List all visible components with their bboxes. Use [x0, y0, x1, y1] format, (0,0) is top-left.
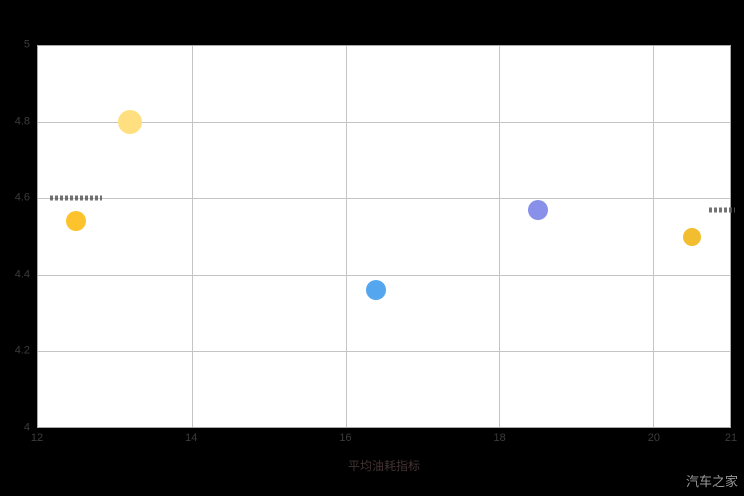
gridline-horizontal [38, 350, 730, 352]
plot-area [37, 45, 736, 428]
y-tick-label: 4.6 [14, 191, 30, 204]
gridline-vertical [499, 46, 501, 427]
x-tick-label: 12 [30, 432, 44, 444]
x-tick-label: 18 [493, 432, 506, 444]
y-tick-label: 5 [23, 38, 30, 51]
x-axis-title: 平均油耗指标 [347, 459, 420, 473]
y-tick-label: 4.8 [14, 115, 30, 128]
x-tick-label: 21 [724, 432, 738, 444]
x-tick-label: 20 [647, 432, 660, 444]
x-tick-label: 14 [185, 432, 198, 444]
y-tick-label: 4.2 [14, 344, 30, 357]
x-axis-tick-labels: 12 14 16 18 20 21 [31, 432, 737, 447]
y-axis-tick-labels: 5 4.8 4.6 4.4 4.2 4 [0, 39, 32, 433]
x-tick-label: 16 [339, 432, 352, 444]
gridline-vertical [191, 46, 193, 427]
bubble-gold-left[interactable] [66, 211, 87, 232]
y-tick-label: 4.4 [14, 268, 30, 281]
gridline-horizontal [38, 198, 730, 200]
y-tick-label: 4 [23, 421, 30, 434]
gridline-vertical [653, 46, 655, 427]
gridline-horizontal [38, 274, 730, 276]
bubble-blue[interactable] [366, 279, 387, 300]
bubble-light-yellow[interactable] [118, 110, 143, 135]
gridline-vertical [345, 46, 347, 427]
micro-text-mark-left [50, 195, 103, 201]
bubble-gold-right[interactable] [682, 227, 701, 246]
bubble-periwinkle[interactable] [527, 199, 548, 220]
micro-text-mark-right [709, 207, 736, 213]
gridline-horizontal [38, 122, 730, 124]
watermark-autohome: 汽车之家 [685, 474, 738, 489]
